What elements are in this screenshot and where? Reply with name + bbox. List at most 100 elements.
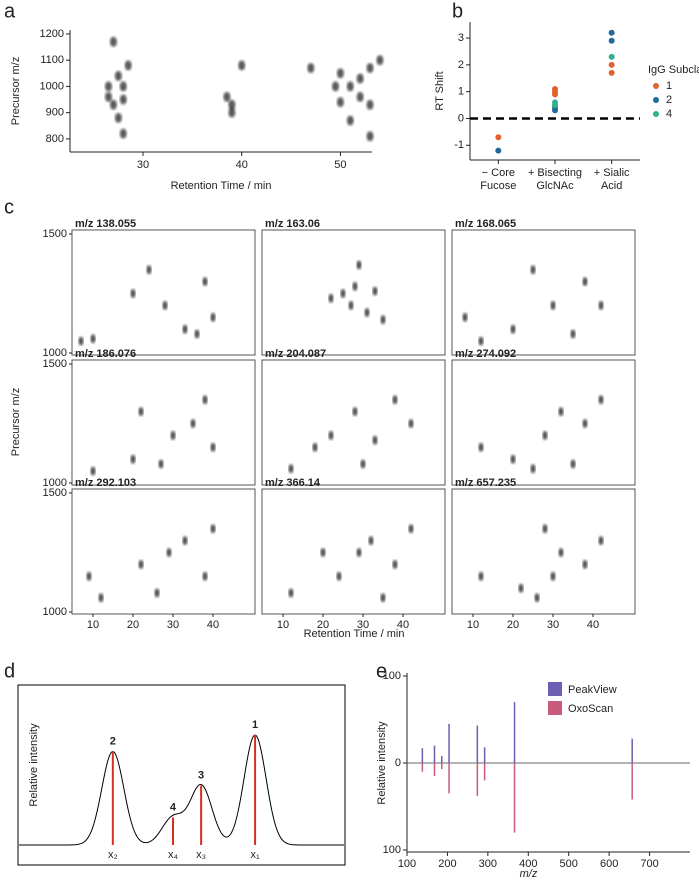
spot bbox=[158, 459, 164, 469]
point bbox=[608, 29, 615, 36]
spot bbox=[86, 571, 92, 581]
spot bbox=[114, 70, 122, 81]
peak-label: 2 bbox=[110, 735, 116, 747]
spot bbox=[104, 81, 112, 92]
x-tick-label: 20 bbox=[127, 619, 139, 631]
panel-label: c bbox=[4, 196, 14, 218]
spot bbox=[346, 81, 354, 92]
x-tick-label: 30 bbox=[357, 619, 369, 631]
spot bbox=[570, 459, 576, 469]
spot bbox=[223, 91, 231, 102]
spot bbox=[238, 60, 246, 71]
panel-frame bbox=[451, 488, 636, 615]
legend-marker bbox=[653, 83, 659, 89]
spot bbox=[478, 336, 484, 346]
panel-frame bbox=[261, 359, 446, 486]
spot bbox=[130, 454, 136, 464]
spot bbox=[162, 300, 168, 310]
spot bbox=[582, 277, 588, 287]
spot bbox=[366, 99, 374, 110]
spot bbox=[320, 548, 326, 557]
spot bbox=[228, 99, 236, 110]
spot bbox=[124, 60, 132, 71]
spot bbox=[154, 588, 160, 598]
spot bbox=[392, 395, 398, 405]
x-tick-label: 700 bbox=[640, 858, 658, 870]
spot bbox=[170, 430, 176, 440]
spot bbox=[356, 91, 364, 102]
spot bbox=[366, 63, 374, 74]
curve bbox=[19, 734, 344, 846]
panel-frame bbox=[71, 359, 256, 486]
spot bbox=[530, 464, 536, 474]
y-tick-label: 100 bbox=[383, 844, 401, 856]
spot bbox=[109, 99, 117, 110]
spot bbox=[478, 571, 484, 581]
y-tick-label: 0 bbox=[458, 112, 464, 124]
x-tick-label: 10 bbox=[277, 619, 289, 631]
panel-title: m/z 366.14 bbox=[265, 477, 321, 489]
spot bbox=[228, 107, 236, 118]
spot bbox=[366, 131, 374, 142]
spot bbox=[104, 91, 112, 102]
point bbox=[495, 147, 502, 154]
spot bbox=[352, 407, 358, 417]
spot bbox=[202, 571, 208, 581]
point bbox=[552, 107, 558, 114]
spot bbox=[372, 286, 378, 296]
panel-label: a bbox=[4, 0, 16, 22]
y-tick-label: -1 bbox=[454, 139, 464, 151]
point bbox=[495, 134, 502, 141]
peak-label: 3 bbox=[198, 770, 204, 782]
spot bbox=[202, 277, 208, 287]
spot bbox=[119, 128, 127, 139]
spot bbox=[376, 55, 384, 66]
spot bbox=[558, 548, 564, 557]
point bbox=[552, 91, 558, 98]
y-tick-label: 1100 bbox=[40, 54, 64, 66]
spot bbox=[356, 548, 362, 557]
x-tick-label: 40 bbox=[587, 619, 599, 631]
spot bbox=[78, 336, 84, 346]
y-tick-label: 900 bbox=[46, 107, 64, 119]
point bbox=[608, 37, 615, 44]
spot bbox=[598, 395, 604, 405]
y-tick-label: 1000 bbox=[43, 477, 67, 489]
spot bbox=[119, 81, 127, 92]
peak-label: 1 bbox=[252, 719, 258, 731]
legend-swatch bbox=[548, 682, 562, 696]
x-tick-label: 300 bbox=[479, 858, 497, 870]
spot bbox=[408, 524, 414, 534]
spot bbox=[510, 454, 516, 464]
panel-frame bbox=[451, 359, 636, 486]
legend-label: 4 bbox=[666, 108, 672, 120]
spot bbox=[331, 81, 339, 92]
panel-frame bbox=[71, 488, 256, 615]
panel-title: m/z 186.076 bbox=[75, 348, 136, 360]
spot bbox=[598, 536, 604, 546]
y-axis-label: Precursor m/z bbox=[10, 57, 22, 125]
spot bbox=[109, 36, 117, 47]
spot bbox=[98, 593, 104, 603]
point bbox=[608, 53, 615, 60]
spot bbox=[312, 442, 318, 452]
legend-swatch bbox=[548, 701, 562, 715]
spot bbox=[534, 593, 540, 603]
spot bbox=[380, 593, 386, 603]
y-tick-label: 1000 bbox=[43, 347, 67, 359]
legend-title: IgG Subclass bbox=[648, 64, 699, 76]
y-tick-label: 1000 bbox=[40, 80, 64, 92]
x-tick-label: 50 bbox=[334, 159, 346, 171]
spot bbox=[336, 97, 344, 108]
y-tick-label: 2 bbox=[458, 59, 464, 71]
spot bbox=[408, 419, 414, 428]
y-tick-label: 1500 bbox=[43, 358, 67, 370]
x-tick-label: 20 bbox=[317, 619, 329, 631]
x-tick-label: 600 bbox=[600, 858, 618, 870]
x-tick-label: 30 bbox=[547, 619, 559, 631]
panel-title: m/z 168.065 bbox=[455, 218, 516, 230]
panel-title: m/z 163.06 bbox=[265, 218, 320, 230]
spot bbox=[348, 300, 354, 310]
spot bbox=[146, 265, 152, 275]
y-axis-label: Relative intensity bbox=[28, 723, 40, 807]
